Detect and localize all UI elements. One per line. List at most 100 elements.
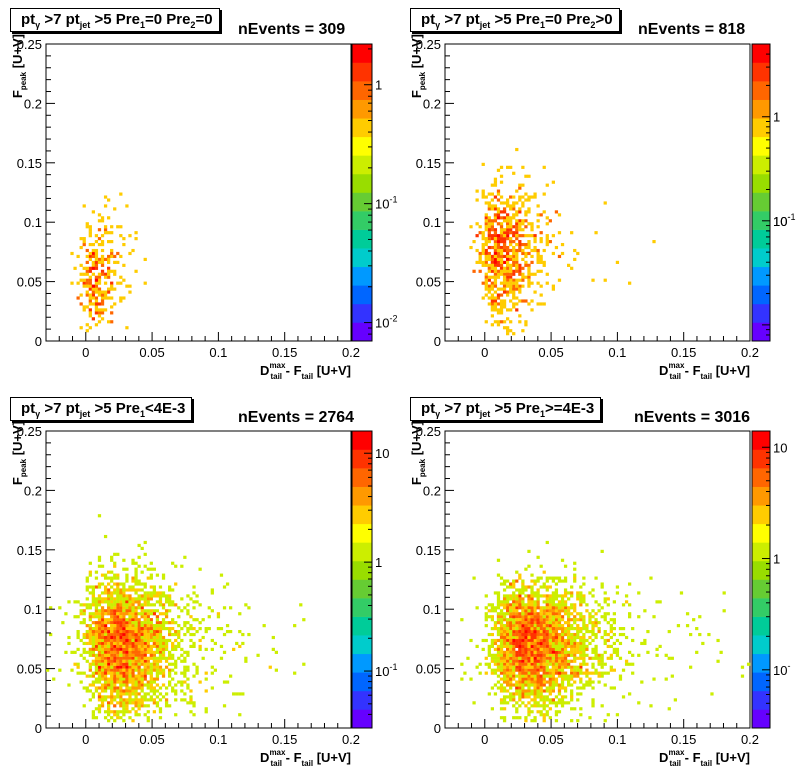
heatmap-cell [506,647,510,651]
heatmap-cell [204,689,208,693]
heatmap-cell [110,662,114,666]
heatmap-cell [110,659,114,663]
heatmap-cell [94,287,99,291]
heatmap-cell [573,644,577,649]
heatmap-cell [542,644,546,649]
heatmap-cell [542,707,546,711]
heatmap-cell [527,302,531,306]
heatmap-cell [524,653,528,657]
heatmap-cell [116,618,120,622]
heatmap-cell [533,653,537,657]
heatmap-cell [119,609,123,613]
heatmap-cell [100,272,105,276]
heatmap-cell [585,674,589,678]
heatmap-cell [515,618,519,622]
heatmap-cell [512,284,516,288]
y-tick-label: 0.2 [423,96,441,111]
heatmap-cell [512,653,516,657]
heatmap-cell [91,210,95,214]
heatmap-cell [82,612,86,616]
heatmap-cell [134,668,138,672]
heatmap-cell [512,674,516,678]
heatmap-cell [110,671,114,675]
heatmap-cell [128,632,132,637]
heatmap-cell [94,263,99,267]
heatmap-cell [91,287,95,291]
y-tick-label: 0.05 [416,275,441,290]
heatmap-cell [512,260,516,264]
heatmap-cell [110,656,114,660]
heatmap-cell [612,627,616,631]
heatmap-cell [652,240,656,244]
heatmap-cell [103,686,108,690]
heatmap-cell [229,674,233,678]
palette-segment [752,266,770,286]
heatmap-cell [591,704,595,708]
heatmap-cell [591,615,595,619]
heatmap-cell [594,653,598,657]
heatmap-cell [563,641,568,646]
heatmap-cell [128,644,132,649]
heatmap-cell [164,647,169,651]
heatmap-cell [110,600,114,604]
heatmap-cell [186,677,190,681]
heatmap-cell [222,585,227,589]
heatmap-cell [524,704,528,708]
heatmap-cell [551,689,555,693]
heatmap-cell [512,201,516,205]
heatmap-cell [499,281,504,285]
heatmap-cell [573,561,577,565]
heatmap-cell [152,686,156,690]
y-axis-label: Fpeak [U+V] [10,421,28,485]
heatmap-cell [536,591,540,595]
heatmap-cell [469,677,473,681]
heatmap-cell [152,612,156,616]
heatmap-cell [76,254,80,259]
heatmap-cell [563,677,568,681]
heatmap-cell [94,707,99,711]
heatmap-cell [698,615,702,619]
heatmap-cell [128,671,132,675]
heatmap-cell [100,704,105,708]
heatmap-cell [637,653,641,657]
heatmap-cell [155,677,160,681]
heatmap-cell [539,704,543,708]
heatmap-cell [515,147,519,152]
palette-segment [352,322,372,342]
heatmap-cell [97,665,102,669]
heatmap-cell [168,656,172,660]
heatmap-cell [579,594,583,598]
heatmap-cell [97,242,102,247]
heatmap-cell [110,606,114,610]
heatmap-cell [530,641,534,646]
heatmap-cell [515,629,519,634]
heatmap-cell [110,627,114,631]
heatmap-cell [219,644,224,649]
heatmap-cell [563,671,568,675]
heatmap-cell [73,662,77,666]
heatmap-cell [542,638,546,643]
heatmap-cell [499,665,504,669]
heatmap-cell [125,594,129,598]
heatmap-cell [493,269,498,273]
heatmap-cell [168,638,172,643]
palette-tick-label: 10-1 [773,212,795,229]
heatmap-cell [110,281,114,285]
heatmap-cell [493,683,498,687]
heatmap-cell [116,606,120,610]
heatmap-cell [609,656,613,660]
heatmap-cell [487,228,491,232]
heatmap-cell [499,201,504,205]
heatmap-cell [631,653,635,657]
heatmap-cell [113,674,117,678]
heatmap-cell [499,698,504,702]
heatmap-cell [137,677,141,681]
heatmap-cell [597,627,601,631]
heatmap-cell [125,635,129,640]
heatmap-cell [533,671,537,675]
heatmap-cell [119,716,123,720]
heatmap-cell [171,689,175,693]
heatmap-cell [618,641,623,646]
heatmap-cell [125,689,129,693]
heatmap-cell [499,263,504,267]
